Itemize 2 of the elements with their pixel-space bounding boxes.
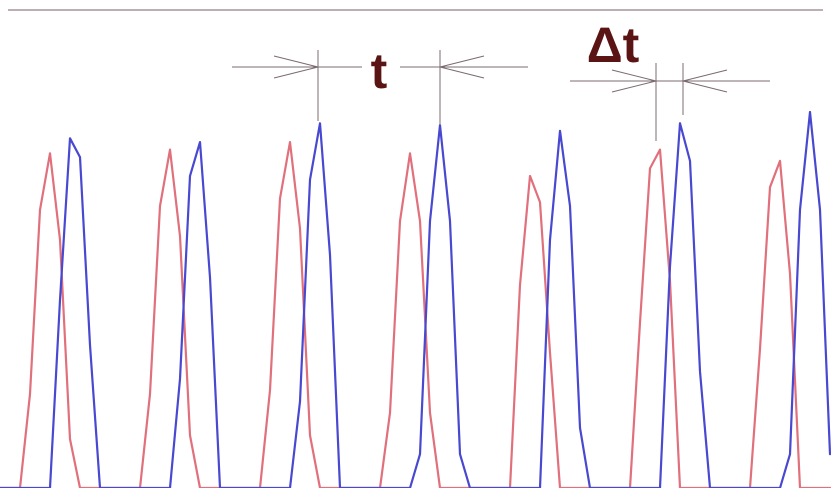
- text: t: [370, 43, 388, 99]
- text: Δt: [586, 17, 640, 73]
